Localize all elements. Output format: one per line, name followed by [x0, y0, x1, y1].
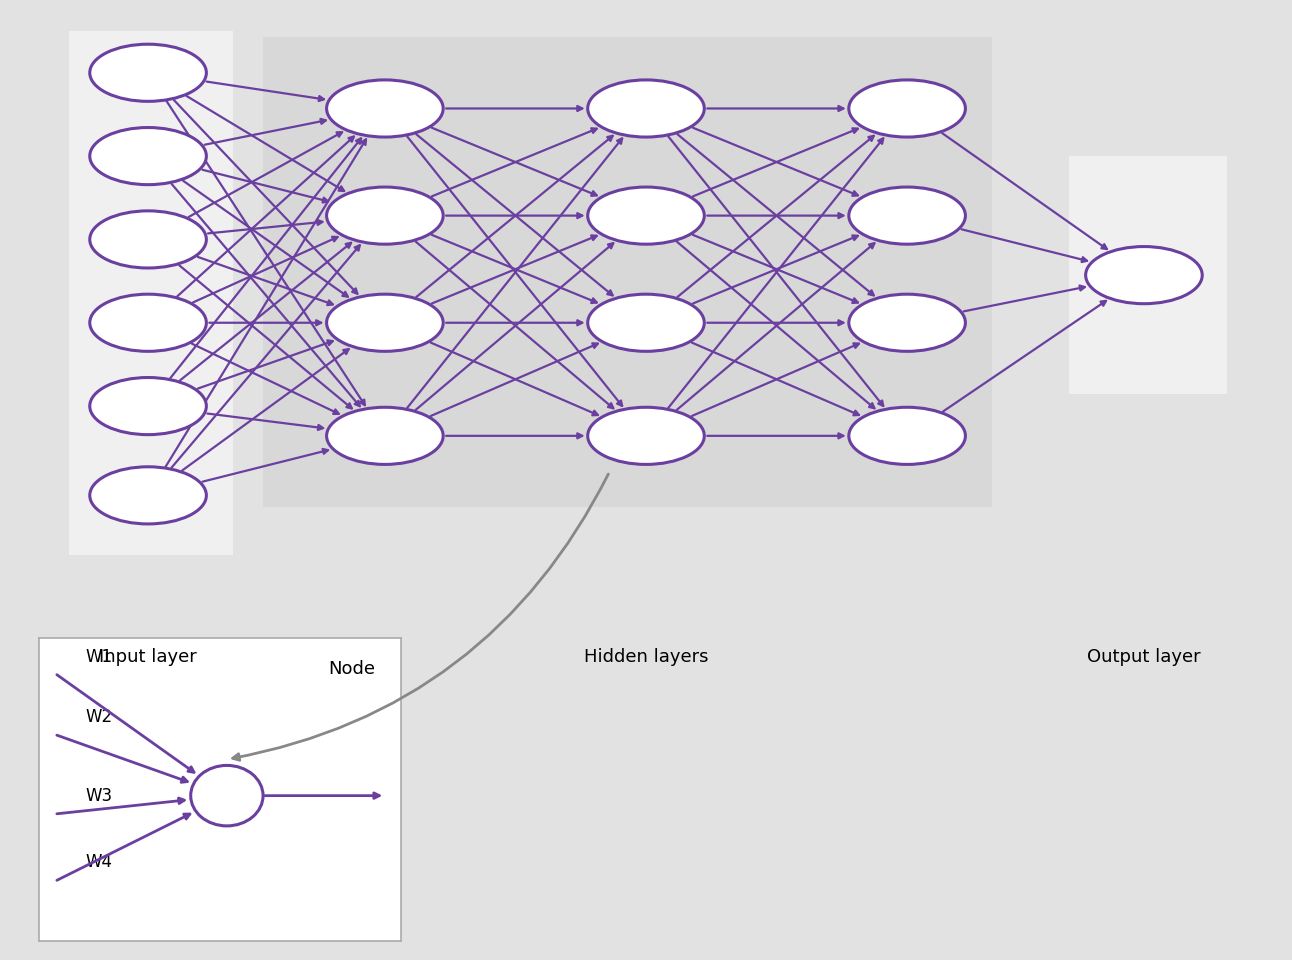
Circle shape — [849, 407, 965, 465]
Text: Input layer: Input layer — [99, 648, 196, 666]
Text: Node: Node — [328, 660, 375, 678]
Circle shape — [849, 80, 965, 137]
Circle shape — [191, 765, 264, 826]
Circle shape — [327, 80, 443, 137]
Bar — [264, 37, 992, 507]
Circle shape — [849, 187, 965, 244]
Circle shape — [588, 80, 704, 137]
Circle shape — [849, 294, 965, 351]
Circle shape — [89, 294, 207, 351]
Circle shape — [1085, 247, 1203, 303]
Circle shape — [588, 407, 704, 465]
Circle shape — [588, 187, 704, 244]
Text: Output layer: Output layer — [1087, 648, 1200, 666]
Circle shape — [588, 294, 704, 351]
Circle shape — [89, 128, 207, 184]
Circle shape — [89, 211, 207, 268]
Circle shape — [327, 294, 443, 351]
Bar — [70, 31, 233, 555]
Text: W1: W1 — [85, 648, 112, 665]
Circle shape — [327, 407, 443, 465]
Text: W3: W3 — [85, 787, 112, 804]
Circle shape — [89, 44, 207, 102]
Text: W2: W2 — [85, 708, 112, 726]
Text: W4: W4 — [85, 853, 112, 872]
Circle shape — [89, 467, 207, 524]
Circle shape — [89, 377, 207, 435]
Circle shape — [327, 187, 443, 244]
Bar — [1068, 156, 1226, 395]
Text: Hidden layers: Hidden layers — [584, 648, 708, 666]
